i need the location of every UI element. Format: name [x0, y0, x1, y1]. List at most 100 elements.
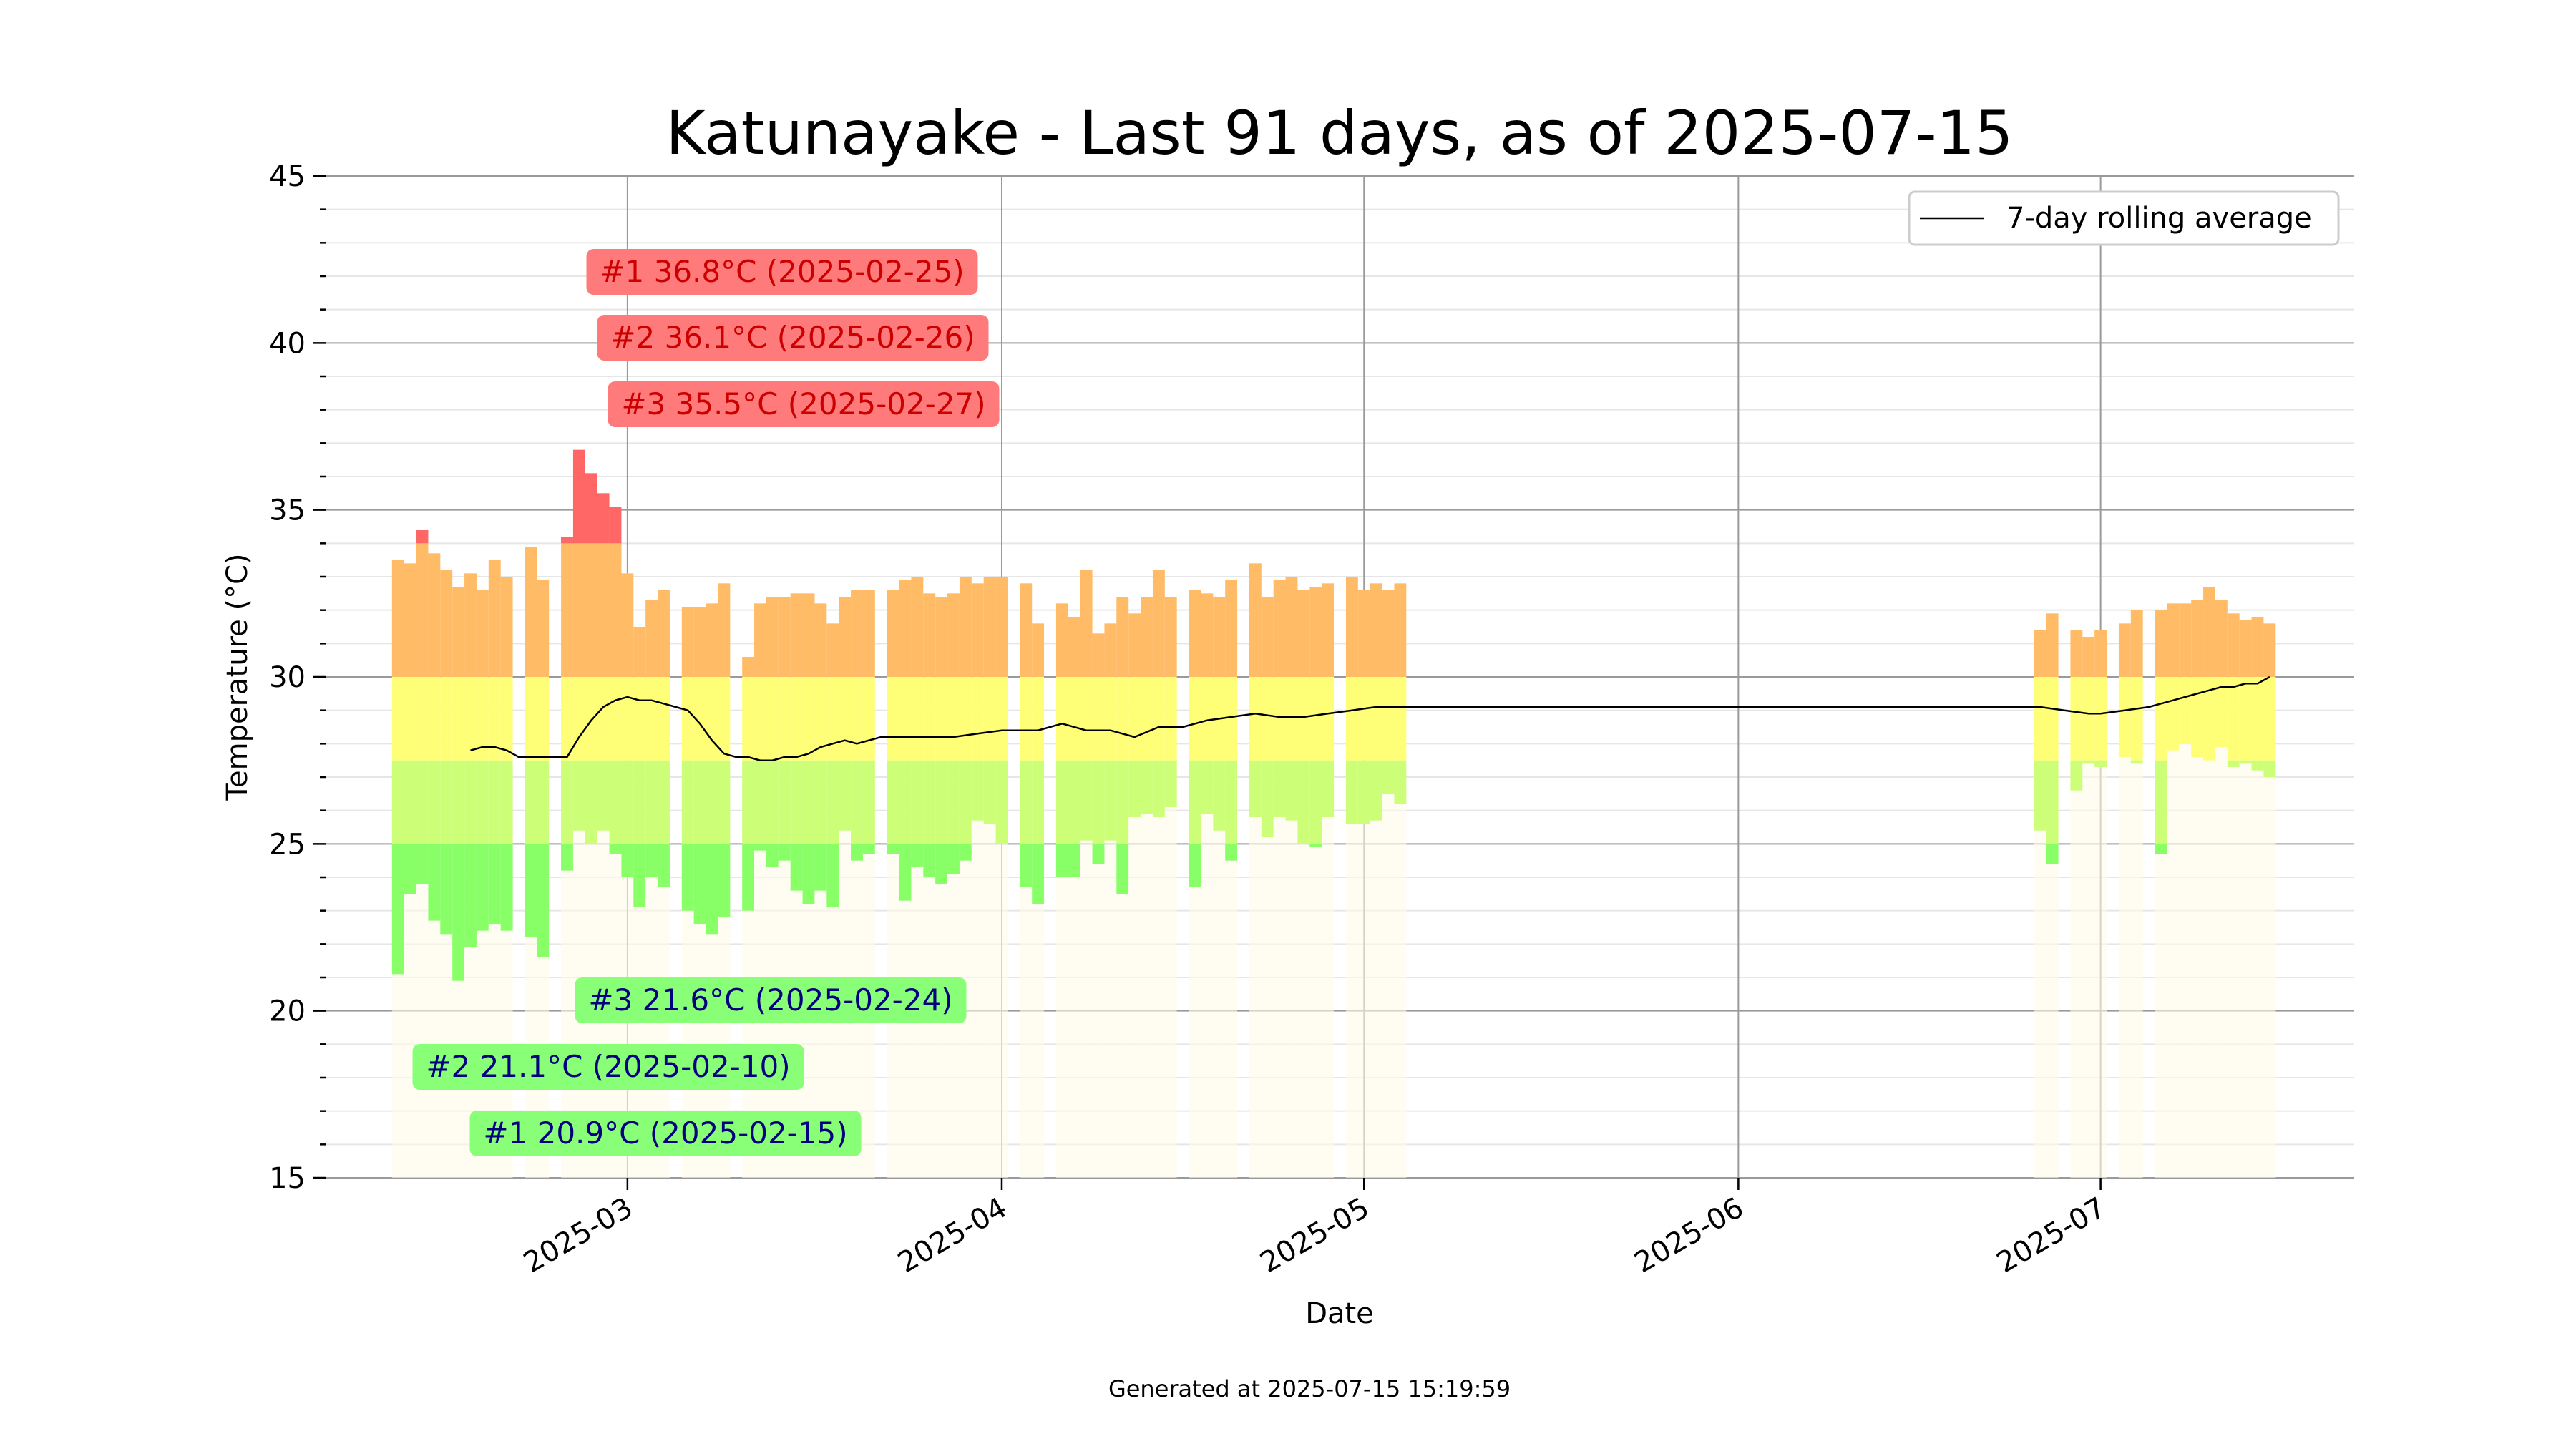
bar-segment: [2239, 620, 2252, 677]
bar-shadow: [1116, 894, 1129, 1178]
bar-segment: [681, 760, 694, 844]
bar-segment: [2094, 760, 2107, 767]
y-tick-label: 40: [269, 327, 306, 360]
bar-segment: [826, 760, 839, 844]
daily-temperature-bar: [1370, 583, 1382, 1178]
annotation-box: [469, 1111, 862, 1156]
bar-segment: [645, 600, 658, 677]
min-temperature-annotation: #1 20.9°C (2025-02-15): [469, 1111, 862, 1156]
bar-segment: [1249, 760, 1262, 817]
bar-segment: [959, 677, 972, 761]
bar-segment: [947, 677, 960, 761]
bar-shadow: [2046, 864, 2059, 1178]
bar-segment: [693, 760, 706, 844]
bar-segment: [2251, 677, 2264, 761]
bar-segment: [839, 677, 852, 761]
bar-segment: [488, 844, 501, 924]
daily-temperature-bar: [2227, 613, 2240, 1178]
daily-temperature-bar: [1357, 590, 1370, 1178]
bar-segment: [2215, 677, 2228, 747]
bar-segment: [1128, 677, 1141, 761]
y-tick-label: 25: [269, 828, 306, 861]
bar-shadow: [983, 824, 996, 1178]
bar-segment: [1370, 760, 1382, 821]
bar-segment: [839, 597, 852, 677]
bar-segment: [1225, 844, 1238, 861]
bar-segment: [971, 677, 984, 761]
bar-segment: [1055, 760, 1068, 844]
annotations-layer: #1 36.8°C (2025-02-25) #2 36.1°C (2025-02…: [412, 249, 1000, 1156]
bar-shadow: [2155, 854, 2167, 1178]
rolling-average-line: [470, 675, 2270, 761]
bar-segment: [706, 677, 718, 761]
bar-segment: [1068, 677, 1080, 761]
bar-segment: [754, 760, 766, 844]
bar-segment: [935, 677, 948, 761]
bar-segment: [525, 547, 537, 677]
bar-segment: [862, 677, 875, 761]
chart-title: Katunayake - Last 91 days, as of 2025-07…: [666, 98, 2014, 168]
bar-segment: [537, 844, 550, 957]
bar-segment: [923, 844, 936, 877]
bar-segment: [1141, 597, 1153, 677]
bar-segment: [693, 607, 706, 677]
daily-temperature-bar: [851, 590, 863, 1178]
bar-segment: [1152, 677, 1165, 761]
bar-segment: [1285, 760, 1298, 821]
bar-segment: [935, 597, 948, 677]
bar-segment: [862, 844, 875, 854]
bar-shadow: [2179, 743, 2192, 1178]
bar-segment: [585, 760, 597, 844]
rolling-average-layer: [470, 675, 2270, 761]
bar-segment: [645, 760, 658, 844]
max-temperature-annotation: #2 36.1°C (2025-02-26): [597, 315, 989, 361]
bar-segment: [959, 844, 972, 861]
bar-shadow: [391, 974, 404, 1178]
bar-segment: [1225, 760, 1238, 844]
bar-segment: [1249, 677, 1262, 761]
daily-temperature-bar: [742, 657, 755, 1178]
bar-segment: [2227, 677, 2240, 761]
y-tick-label: 30: [269, 661, 306, 694]
daily-temperature-bar: [971, 583, 984, 1178]
bar-segment: [706, 760, 718, 844]
bar-segment: [561, 537, 573, 544]
daily-temperature-bar: [416, 530, 429, 1178]
bar-shadow: [2251, 770, 2264, 1178]
bar-segment: [416, 760, 429, 844]
bar-segment: [1068, 844, 1080, 877]
bar-shadow: [971, 820, 984, 1178]
bar-segment: [1032, 677, 1045, 761]
bar-segment: [525, 844, 537, 937]
bar-segment: [778, 844, 791, 861]
daily-temperature-bar: [706, 603, 718, 1178]
bar-segment: [923, 593, 936, 677]
bar-shadow: [1080, 840, 1093, 1178]
bar-shadow: [2034, 830, 2046, 1178]
bar-shadow: [935, 884, 948, 1178]
bar-shadow: [2070, 790, 2083, 1178]
footer-timestamp: Generated at 2025-07-15 15:19:59: [1108, 1375, 1511, 1402]
bar-segment: [1104, 760, 1117, 841]
bar-segment: [585, 543, 597, 677]
daily-temperature-bar: [2215, 600, 2228, 1178]
daily-temperature-bar: [2155, 610, 2167, 1178]
bar-segment: [742, 657, 755, 677]
bar-segment: [1020, 583, 1033, 677]
bar-segment: [959, 577, 972, 677]
daily-temperature-bar: [826, 623, 839, 1178]
bar-shadow: [2203, 760, 2215, 1178]
bar-segment: [681, 844, 694, 911]
bar-segment: [2082, 677, 2095, 761]
bar-segment: [428, 760, 441, 844]
bar-segment: [814, 844, 827, 891]
bar-segment: [983, 760, 996, 824]
bar-segment: [2263, 623, 2276, 677]
annotation-text: #1 20.9°C (2025-02-15): [483, 1116, 847, 1151]
bar-segment: [537, 580, 550, 677]
bar-segment: [428, 553, 441, 677]
daily-temperature-bar: [1345, 577, 1358, 1178]
bar-segment: [681, 677, 694, 761]
bar-segment: [887, 590, 899, 677]
bar-segment: [887, 844, 899, 854]
